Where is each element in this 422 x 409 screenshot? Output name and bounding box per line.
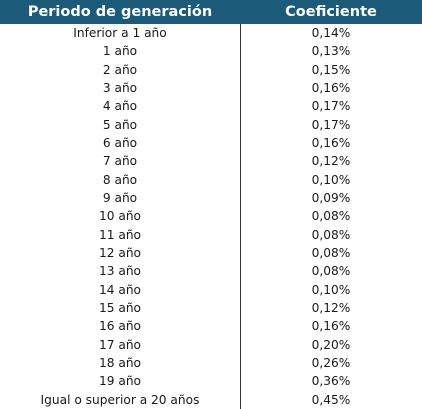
period-cell: 13 año bbox=[98, 264, 142, 279]
table-row: Inferior a 1 año 0,14% bbox=[0, 24, 422, 42]
table-row: 2 año 0,15% bbox=[0, 61, 422, 79]
table-row: 12 año 0,08% bbox=[0, 244, 422, 262]
coefficient-cell: 0,16% bbox=[311, 319, 351, 334]
period-cell: 15 año bbox=[98, 300, 142, 315]
period-cell: 2 año bbox=[102, 62, 138, 77]
table-row: 8 año 0,10% bbox=[0, 171, 422, 189]
header-coefficient: Coeficiente bbox=[285, 4, 377, 20]
period-cell: 7 año bbox=[102, 154, 138, 169]
period-cell: 3 año bbox=[102, 80, 138, 95]
table-row: 1 año 0,13% bbox=[0, 42, 422, 60]
period-cell: 9 año bbox=[102, 190, 138, 205]
table-row: 11 año 0,08% bbox=[0, 226, 422, 244]
table-row: 9 año 0,09% bbox=[0, 189, 422, 207]
coefficient-cell: 0,36% bbox=[311, 374, 351, 389]
table-body: Inferior a 1 año 0,14% 1 año 0,13% 2 año 0,15… bbox=[0, 24, 422, 409]
table-row: 4 año 0,17% bbox=[0, 97, 422, 115]
coefficient-cell: 0,17% bbox=[311, 117, 351, 132]
coefficient-cell: 0,13% bbox=[311, 44, 351, 59]
coefficient-cell: 0,10% bbox=[311, 282, 351, 297]
coefficient-cell: 0,26% bbox=[311, 355, 351, 370]
header-period: Periodo de generación bbox=[27, 4, 213, 20]
table-row: 10 año 0,08% bbox=[0, 207, 422, 225]
table-row: 3 año 0,16% bbox=[0, 79, 422, 97]
table-row: Igual o superior a 20 años 0,45% bbox=[0, 391, 422, 409]
period-cell: 10 año bbox=[98, 209, 142, 224]
table-row: 6 año 0,16% bbox=[0, 134, 422, 152]
period-cell: 14 año bbox=[98, 282, 142, 297]
period-cell: 11 año bbox=[98, 227, 142, 242]
coefficient-cell: 0,08% bbox=[311, 227, 351, 242]
coefficient-cell: 0,20% bbox=[311, 337, 351, 352]
period-cell: 5 año bbox=[102, 117, 138, 132]
table-row: 14 año 0,10% bbox=[0, 281, 422, 299]
table-header: Periodo de generación Coeficiente bbox=[0, 0, 422, 24]
table-row: 5 año 0,17% bbox=[0, 116, 422, 134]
coefficient-cell: 0,08% bbox=[311, 264, 351, 279]
table-row: 13 año 0,08% bbox=[0, 262, 422, 280]
table-row: 19 año 0,36% bbox=[0, 372, 422, 390]
table-row: 7 año 0,12% bbox=[0, 152, 422, 170]
column-divider bbox=[240, 24, 241, 409]
table-row: 15 año 0,12% bbox=[0, 299, 422, 317]
period-cell: 17 año bbox=[98, 337, 142, 352]
coefficient-cell: 0,09% bbox=[311, 190, 351, 205]
coefficient-cell: 0,08% bbox=[311, 245, 351, 260]
period-cell: 16 año bbox=[98, 319, 142, 334]
period-cell: 8 año bbox=[102, 172, 138, 187]
coefficient-cell: 0,45% bbox=[311, 392, 351, 407]
coefficient-cell: 0,14% bbox=[311, 26, 351, 40]
coefficient-cell: 0,12% bbox=[311, 154, 351, 169]
period-cell: 18 año bbox=[98, 355, 142, 370]
period-cell: 12 año bbox=[98, 245, 142, 260]
period-cell: 1 año bbox=[102, 44, 138, 59]
period-cell: Inferior a 1 año bbox=[73, 26, 167, 40]
period-cell: 4 año bbox=[102, 99, 138, 114]
coefficient-cell: 0,16% bbox=[311, 80, 351, 95]
coefficient-cell: 0,10% bbox=[311, 172, 351, 187]
coefficient-cell: 0,12% bbox=[311, 300, 351, 315]
table-row: 17 año 0,20% bbox=[0, 336, 422, 354]
coefficient-cell: 0,15% bbox=[311, 62, 351, 77]
period-cell: Igual o superior a 20 años bbox=[40, 392, 200, 407]
coefficient-cell: 0,08% bbox=[311, 209, 351, 224]
table-row: 16 año 0,16% bbox=[0, 317, 422, 335]
coefficient-cell: 0,17% bbox=[311, 99, 351, 114]
coefficient-cell: 0,16% bbox=[311, 135, 351, 150]
period-cell: 19 año bbox=[98, 374, 142, 389]
table-row: 18 año 0,26% bbox=[0, 354, 422, 372]
period-cell: 6 año bbox=[102, 135, 138, 150]
